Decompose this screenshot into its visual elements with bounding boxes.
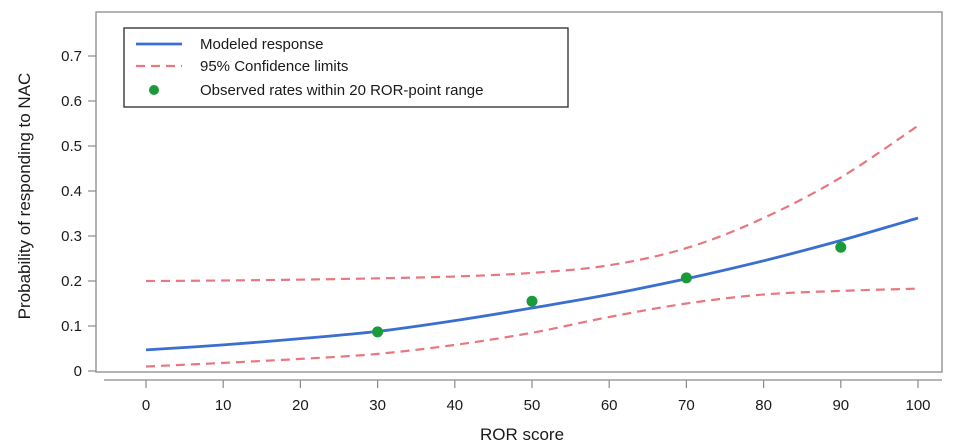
legend-box <box>123 27 569 108</box>
y-tick-label: 0.6 <box>61 93 82 110</box>
observed-rate-point <box>680 272 692 284</box>
x-tick-label: 80 <box>755 397 772 414</box>
observed-rate-point <box>372 326 384 338</box>
legend: Modeled response 95% Confidence limits Obs… <box>123 27 569 108</box>
legend-observed-swatch <box>149 85 159 95</box>
legend-label: 95% Confidence limits <box>200 58 348 75</box>
y-tick-label: 0.3 <box>61 228 82 245</box>
x-tick-label: 90 <box>832 397 849 414</box>
x-tick-label: 10 <box>215 397 232 414</box>
x-axis-title: ROR score <box>480 425 564 444</box>
observed-rate-point <box>835 241 847 253</box>
plot-frame <box>95 11 943 373</box>
legend-label: Modeled response <box>200 36 323 53</box>
y-tick-label: 0.5 <box>61 138 82 155</box>
y-tick-label: 0.7 <box>61 48 82 65</box>
series-layer <box>145 124 919 368</box>
y-axis-title: Probability of responding to NAC <box>15 73 34 320</box>
modeled-response-line <box>145 216 919 352</box>
x-tick-label: 50 <box>524 397 541 414</box>
y-tick-label: 0.4 <box>61 183 82 200</box>
y-ticks: 0 0.1 0.2 0.3 0.4 0.5 0.6 0.7 <box>61 48 96 380</box>
y-tick-label: 0 <box>74 363 82 380</box>
x-tick-label: 60 <box>601 397 618 414</box>
y-tick-label: 0.1 <box>61 318 82 335</box>
x-tick-label: 20 <box>292 397 309 414</box>
x-tick-label: 30 <box>369 397 386 414</box>
x-tick-label: 0 <box>142 397 150 414</box>
x-tick-label: 40 <box>446 397 463 414</box>
lower-confidence-limit-line <box>145 287 919 368</box>
y-tick-label: 0.2 <box>61 273 82 290</box>
upper-confidence-limit-line <box>145 124 919 283</box>
x-tick-label: 70 <box>678 397 695 414</box>
x-ticks: 0 10 20 30 40 50 60 70 80 90 100 <box>142 380 931 414</box>
legend-label: Observed rates within 20 ROR-point range <box>200 82 483 99</box>
x-tick-label: 100 <box>905 397 930 414</box>
observed-rate-point <box>526 295 538 307</box>
